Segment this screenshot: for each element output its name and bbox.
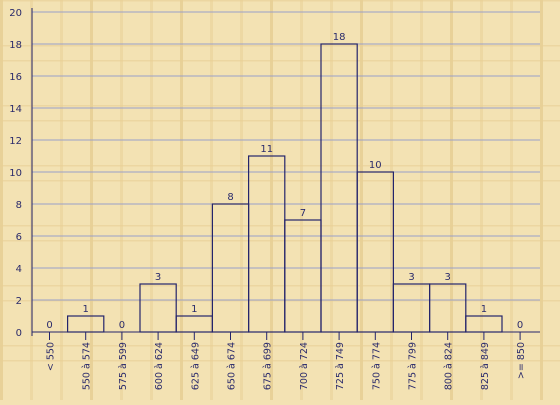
wood-stripe: [540, 0, 543, 400]
x-category-label: 825 à 849: [480, 342, 491, 390]
bar-value-label: 0: [46, 320, 52, 331]
y-tick-label: 12: [9, 136, 22, 147]
y-tick-label: 20: [9, 8, 22, 19]
x-category-label: 725 à 749: [335, 342, 346, 390]
wood-stripe: [90, 0, 93, 400]
wood-stripe: [270, 0, 273, 400]
bar-value-label: 11: [260, 144, 273, 155]
bar-value-label: 1: [481, 304, 487, 315]
wood-stripe: [120, 0, 123, 400]
wood-plank-seam: [0, 120, 560, 122]
wood-plank-seam: [0, 360, 560, 362]
x-category-label: 675 à 699: [263, 342, 274, 390]
y-tick-label: 0: [16, 328, 22, 339]
wood-stripe: [510, 0, 513, 400]
bar-value-label: 3: [155, 272, 161, 283]
wood-stripe: [210, 0, 213, 400]
y-tick-label: 2: [16, 296, 22, 307]
bar-value-label: 3: [408, 272, 414, 283]
wood-stripe: [450, 0, 453, 400]
x-category-label: 775 à 799: [408, 342, 419, 390]
y-tick-label: 16: [9, 72, 22, 83]
bar-value-label: 10: [369, 160, 382, 171]
y-tick-label: 8: [16, 200, 22, 211]
bar-value-label: 1: [191, 304, 197, 315]
wood-stripe: [330, 0, 333, 400]
wood-plank-seam: [0, 225, 560, 227]
wood-plank-seam: [0, 165, 560, 167]
x-category-label: < 550: [46, 342, 57, 371]
wood-stripe: [420, 0, 423, 400]
wood-plank-seam: [0, 0, 560, 2]
wood-stripe: [240, 0, 243, 400]
wood-stripe: [150, 0, 153, 400]
wood-stripe: [0, 0, 3, 400]
wood-stripe: [480, 0, 483, 400]
y-tick-label: 14: [9, 104, 22, 115]
x-category-label: 625 à 649: [190, 342, 201, 390]
wood-stripe: [390, 0, 393, 400]
x-category-label: 700 à 724: [299, 342, 310, 390]
bar-value-label: 8: [227, 192, 233, 203]
y-tick-label: 10: [9, 168, 22, 179]
wood-stripe: [60, 0, 63, 400]
wood-plank-seam: [0, 105, 560, 107]
wood-stripe: [360, 0, 363, 400]
bar-value-label: 1: [83, 304, 89, 315]
x-category-label: 575 à 599: [118, 342, 129, 390]
wood-plank-seam: [0, 45, 560, 47]
wood-stripe: [180, 0, 183, 400]
bar-value-label: 3: [445, 272, 451, 283]
x-category-label: 600 à 624: [154, 342, 165, 390]
wood-plank-seam: [0, 240, 560, 242]
x-category-label: 800 à 824: [444, 342, 455, 390]
y-tick-label: 6: [16, 232, 22, 243]
bar-value-label: 0: [119, 320, 125, 331]
wood-plank-seam: [0, 300, 560, 302]
wood-plank-seam: [0, 180, 560, 182]
wood-plank-seam: [0, 345, 560, 347]
wood-stripe: [300, 0, 303, 400]
x-category-label: 550 à 574: [82, 342, 93, 390]
y-tick-label: 4: [16, 264, 22, 275]
bar-value-label: 7: [300, 208, 306, 219]
y-tick-label: 18: [9, 40, 22, 51]
x-category-label: 650 à 674: [227, 342, 238, 390]
bar-value-label: 0: [517, 320, 523, 331]
wood-plank-seam: [0, 285, 560, 287]
bar-value-label: 18: [333, 32, 346, 43]
x-category-label: 750 à 774: [371, 342, 382, 390]
wood-plank-seam: [0, 60, 560, 62]
x-category-label: >= 850: [516, 342, 527, 379]
